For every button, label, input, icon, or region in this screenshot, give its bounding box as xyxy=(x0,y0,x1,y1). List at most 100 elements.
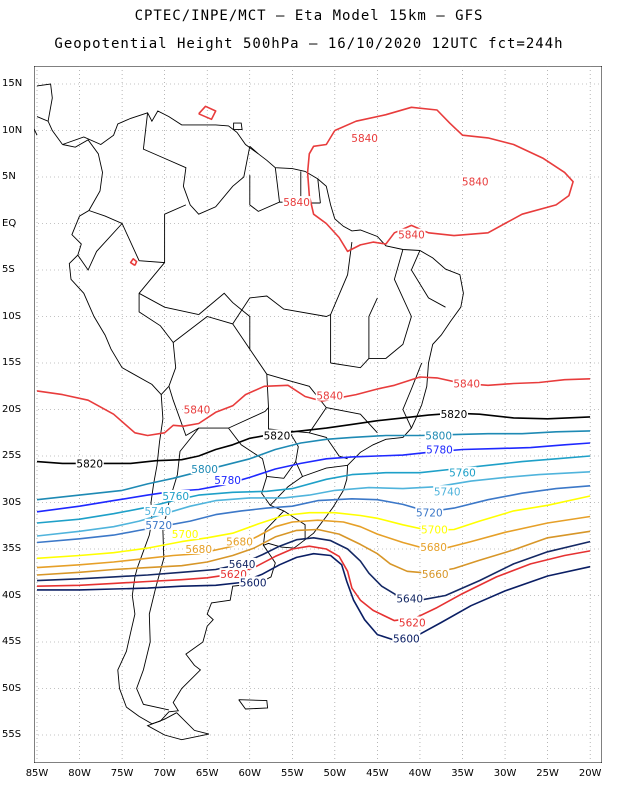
contour-label-bg xyxy=(182,403,211,415)
coast-segment xyxy=(198,292,251,350)
lon-tick-label: 65W xyxy=(195,768,219,779)
lat-tick-label: 5S xyxy=(2,264,15,275)
contour-label-bg xyxy=(213,474,242,486)
contour-5600 xyxy=(37,552,591,641)
lat-tick-label: 30S xyxy=(2,496,22,508)
contour-label: 5600 xyxy=(393,633,420,645)
contour-5680 xyxy=(36,515,591,569)
map-plot-area: 5840 5840 5840 5840 5840 5840 5840 5820 5820 5820… xyxy=(34,66,602,763)
contour-label: 5720 xyxy=(145,520,172,532)
coast-segment xyxy=(317,178,321,204)
contour-5800 xyxy=(36,430,591,501)
contour-label: 5780 xyxy=(426,444,453,456)
coast-segment xyxy=(136,427,200,711)
coast-segment xyxy=(249,145,259,155)
lat-tick-label: 15N xyxy=(2,78,23,89)
lon-tick-label: 20W xyxy=(578,768,602,779)
coast-segment xyxy=(368,249,412,359)
lat-tick-label: 25S xyxy=(2,450,22,461)
coast-segment xyxy=(264,510,285,531)
lon-tick-label: 30W xyxy=(493,768,517,779)
contour-label: 5700 xyxy=(172,529,199,541)
lon-tick-label: 75W xyxy=(110,768,134,779)
lon-tick-label: 55W xyxy=(280,768,304,779)
contour-5700 xyxy=(36,495,591,560)
contour-label-bg xyxy=(75,457,104,469)
contour-label-bg xyxy=(392,632,421,644)
coast-segment xyxy=(269,461,304,506)
lat-tick-label: 15S xyxy=(2,357,22,368)
coast-segment xyxy=(233,122,243,131)
coast-segment xyxy=(410,250,446,308)
lon-tick-label: 45W xyxy=(366,768,389,779)
contour-label: 5800 xyxy=(425,431,452,443)
contour-5620 xyxy=(36,545,591,622)
lat-tick-label: 10N xyxy=(2,124,23,136)
coast-segment xyxy=(302,464,348,477)
contour-label-bg xyxy=(161,489,190,501)
contour-label-bg xyxy=(439,408,468,420)
coast-segment xyxy=(142,112,251,215)
contour-label: 5800 xyxy=(191,464,218,476)
contour-5780 xyxy=(36,442,591,513)
contour-label-bg xyxy=(144,518,173,530)
contour-label-bg xyxy=(415,506,444,518)
coast-segment xyxy=(36,116,63,145)
contour-label-bg xyxy=(419,541,448,553)
contour-label-bg xyxy=(424,429,453,441)
lat-tick-label: EQ xyxy=(2,217,17,229)
contour-label: 5820 xyxy=(76,458,103,470)
lat-tick-label: 35S xyxy=(2,543,22,554)
contour-5840 xyxy=(198,105,217,121)
map-title: CPTEC/INPE/MCT – Eta Model 15km – GFS xyxy=(134,8,484,24)
contour-label: 5600 xyxy=(240,577,267,589)
contour-label: 5760 xyxy=(162,491,189,503)
contour-label: 5700 xyxy=(421,524,448,536)
lon-tick-label: 40W xyxy=(408,768,432,779)
contour-5720 xyxy=(36,485,591,544)
lon-tick-label: 60W xyxy=(238,768,262,779)
lat-tick-label: 5N xyxy=(2,171,16,182)
contour-label-bg xyxy=(262,429,291,441)
contour-label-bg xyxy=(350,131,379,143)
contour-label-bg xyxy=(433,485,462,497)
contour-label-bg xyxy=(315,389,344,401)
height-contours xyxy=(36,105,591,641)
contour-label-bg xyxy=(239,576,268,588)
coast-segment xyxy=(62,110,464,725)
contour-label-bg xyxy=(395,592,424,604)
coast-segment xyxy=(146,712,210,741)
contour-label-bg xyxy=(420,523,449,535)
coast-segment xyxy=(88,204,187,264)
contour-label-bg xyxy=(190,463,219,475)
contour-label: 5780 xyxy=(214,475,241,487)
contour-label-bg xyxy=(398,616,427,628)
contour-label-bg xyxy=(461,175,490,187)
contour-label: 5760 xyxy=(449,468,476,480)
lon-tick-label: 80W xyxy=(68,768,91,779)
lon-tick-label: 25W xyxy=(536,768,559,779)
lat-tick-label: 10S xyxy=(2,310,22,322)
contour-label: 5840 xyxy=(351,133,378,145)
contour-5840 xyxy=(129,258,138,267)
contour-label-bg xyxy=(228,557,257,569)
contour-label: 5840 xyxy=(316,391,343,403)
coast-segment xyxy=(138,262,177,395)
coast-segment xyxy=(138,292,199,316)
contour-label-bg xyxy=(219,568,248,580)
contour-label: 5720 xyxy=(416,508,443,520)
contour-labels: 5840 5840 5840 5840 5840 5840 5840 5820 5820 5820… xyxy=(75,131,490,645)
coast-segment xyxy=(232,295,331,325)
contour-5640 xyxy=(36,536,591,602)
contour-label: 5740 xyxy=(434,486,461,498)
contour-label: 5680 xyxy=(420,542,447,554)
contour-label-bg xyxy=(448,466,477,478)
lon-tick-label: 85W xyxy=(25,768,49,779)
contour-label: 5640 xyxy=(229,559,256,571)
map-subtitle: Geopotential Height 500hPa – 16/10/2020 … xyxy=(54,36,564,52)
coast-segment xyxy=(274,167,280,203)
contour-label: 5840 xyxy=(398,230,425,242)
contour-5840 xyxy=(306,106,574,253)
contour-label-bg xyxy=(225,535,254,547)
contour-5660 xyxy=(36,528,591,576)
